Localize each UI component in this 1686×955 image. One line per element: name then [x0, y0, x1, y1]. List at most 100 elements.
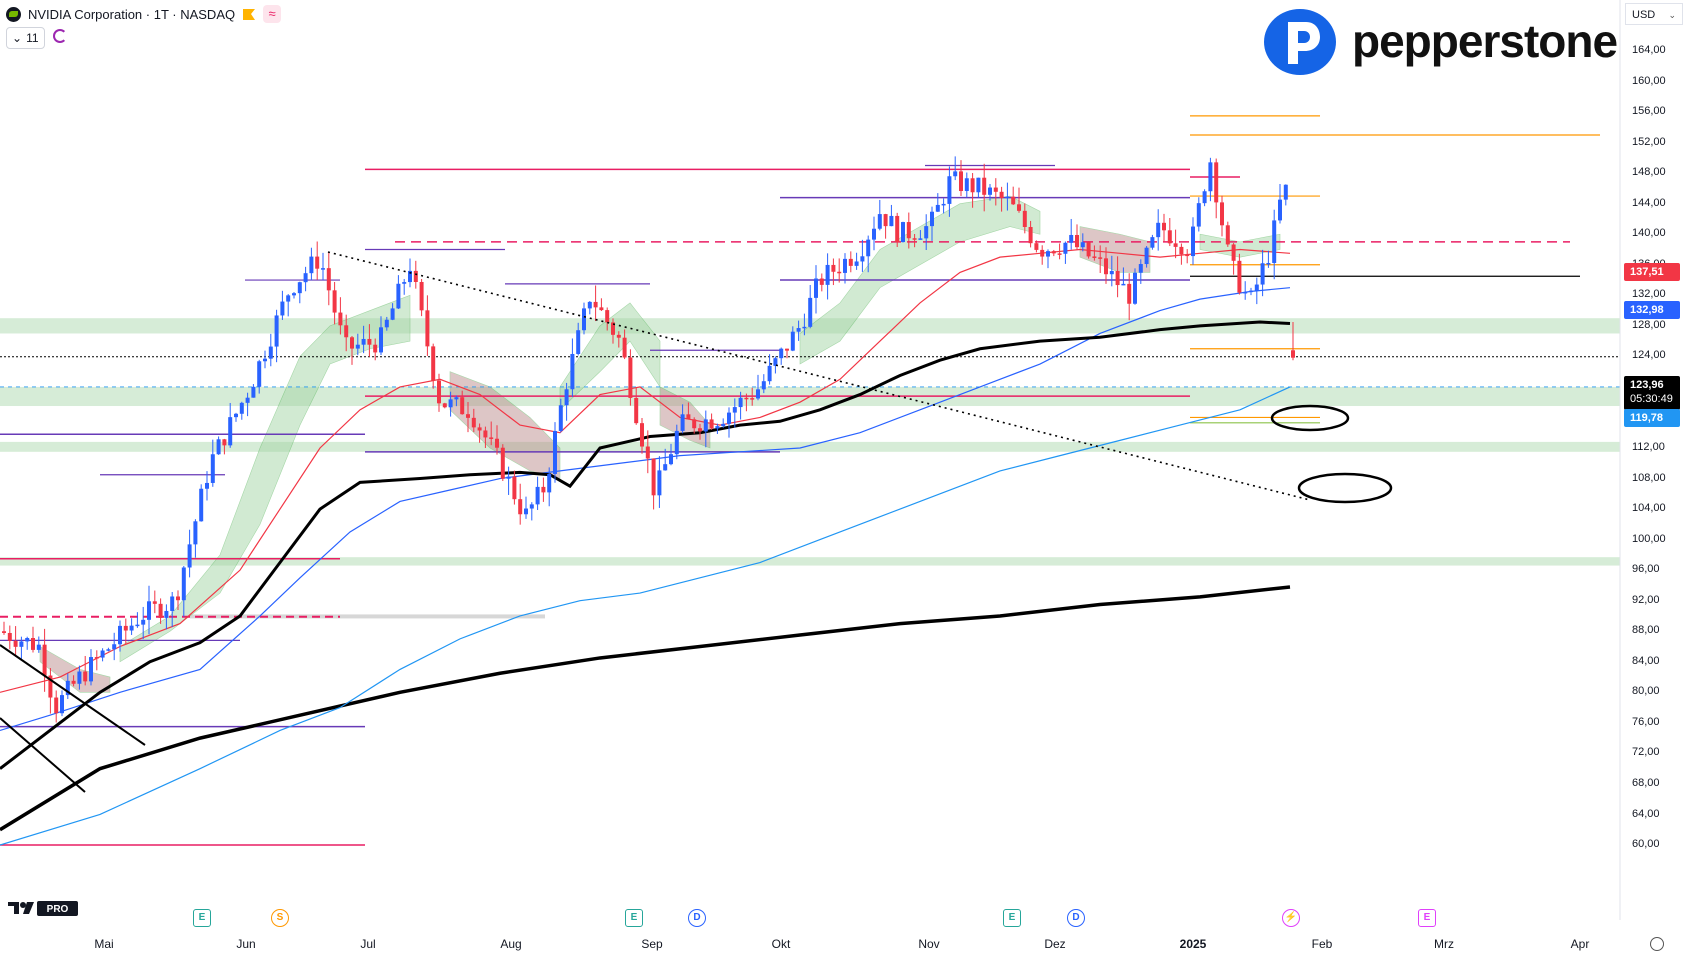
currency-label: USD [1632, 9, 1656, 21]
candle-down [959, 171, 963, 192]
candle-down [709, 419, 714, 429]
ma-mid-price-tag: 132,98 [1624, 301, 1680, 319]
candle-down [895, 215, 900, 243]
candle-down [460, 397, 465, 415]
candle-down [373, 344, 378, 353]
split-event-icon[interactable]: S [271, 909, 289, 927]
earnings-event-icon[interactable]: E [1003, 909, 1021, 927]
candle-up [263, 358, 267, 362]
candle-down [350, 337, 354, 349]
candle-down [837, 271, 842, 274]
candle-down [906, 222, 911, 239]
candle-down [158, 603, 163, 618]
candle-down [222, 439, 227, 446]
price-axis-label: 112,00 [1632, 441, 1665, 454]
earnings-event-icon[interactable]: E [193, 909, 211, 927]
price-axis-label: 140,00 [1632, 227, 1666, 240]
candle-up [947, 176, 952, 204]
candle-up [1283, 184, 1288, 200]
candle-up [448, 399, 453, 408]
candle-down [1167, 230, 1172, 244]
price-axis-label: 132,00 [1632, 288, 1666, 301]
sync-icon[interactable] [53, 29, 67, 43]
price-axis-label: 72,00 [1632, 746, 1660, 759]
interval-value: 11 [26, 31, 39, 45]
earnings-event-icon[interactable]: E [625, 909, 643, 927]
candle-up [889, 215, 894, 227]
time-axis-label: Jun [236, 937, 256, 951]
settings-gear-icon[interactable] [1650, 937, 1664, 951]
earnings-event-icon[interactable]: E [1418, 909, 1436, 927]
candle-up [205, 482, 209, 489]
target-ellipse [1297, 472, 1393, 504]
candle-up [953, 171, 958, 177]
candle-up [506, 476, 511, 479]
horizontal-levels [0, 115, 1620, 846]
indicator-wave-icon[interactable]: ≈ [263, 5, 282, 23]
candle-up [918, 238, 923, 240]
candle-down [750, 398, 755, 400]
chevron-down-icon: ⌄ [12, 31, 23, 45]
candle-up [1063, 242, 1068, 254]
candle-up [268, 346, 273, 359]
dividend-event-icon[interactable]: D [688, 909, 706, 927]
price-axis-label: 156,00 [1632, 105, 1666, 118]
candle-down [628, 357, 633, 398]
candle-down [94, 657, 99, 659]
symbol-header[interactable]: NVIDIA Corporation · 1T · NASDAQ ≈ [6, 3, 282, 25]
time-axis-label: Aug [500, 937, 522, 951]
candle-down [176, 596, 180, 601]
candle-up [1109, 271, 1114, 275]
target-ellipse [1270, 404, 1350, 432]
wedge-line [0, 644, 146, 746]
candle-up [1121, 283, 1126, 286]
candle-up [872, 228, 876, 240]
interval-selector[interactable]: ⌄ 11 [6, 27, 45, 49]
candle-up [1069, 234, 1074, 243]
candle-up [274, 315, 279, 347]
tradingview-logo-icon: PRO [8, 901, 78, 916]
candle-up [732, 407, 737, 413]
price-axis-label: 108,00 [1632, 471, 1666, 484]
currency-selector[interactable]: USD ⌄ [1625, 3, 1683, 25]
candle-up [112, 644, 117, 650]
candle-up [703, 419, 708, 432]
price-axis-label: 128,00 [1632, 318, 1666, 331]
candle-up [756, 389, 760, 399]
candle-up [251, 386, 256, 398]
candle-down [1040, 249, 1045, 257]
bearish-cloud [1079, 226, 1151, 273]
candle-up [779, 348, 784, 359]
candle-down [1179, 246, 1184, 255]
dividend-event-icon[interactable]: D [1067, 909, 1085, 927]
candle-up [1191, 226, 1195, 257]
candle-up [854, 261, 859, 266]
candle-down [970, 178, 975, 193]
price-axis-label: 68,00 [1632, 776, 1660, 789]
ma-slow-price-tag: 119,78 [1624, 409, 1680, 427]
ma-mid-line [0, 287, 1291, 732]
candle-down [1225, 225, 1230, 245]
candle-down [651, 458, 656, 496]
candle-down [13, 640, 18, 647]
candle-up [553, 430, 557, 474]
candle-up [808, 297, 813, 327]
candle-up [843, 258, 847, 273]
news-event-icon[interactable]: ⚡ [1282, 909, 1300, 927]
time-axis-label: Dez [1044, 937, 1066, 951]
candle-up [576, 330, 581, 354]
candle-down [42, 644, 47, 676]
candle-up [384, 319, 389, 328]
candle-down [152, 601, 157, 604]
candle-up [564, 389, 569, 406]
candle-up [1243, 291, 1248, 294]
price-axis-label: 148,00 [1632, 166, 1666, 179]
candle-up [529, 504, 534, 509]
candle-up [796, 328, 801, 332]
candle-down [593, 301, 598, 308]
pepperstone-brand: pepperstone [1262, 6, 1622, 78]
candle-up [558, 405, 563, 431]
candle-up [135, 624, 140, 627]
flag-icon[interactable] [242, 8, 256, 21]
